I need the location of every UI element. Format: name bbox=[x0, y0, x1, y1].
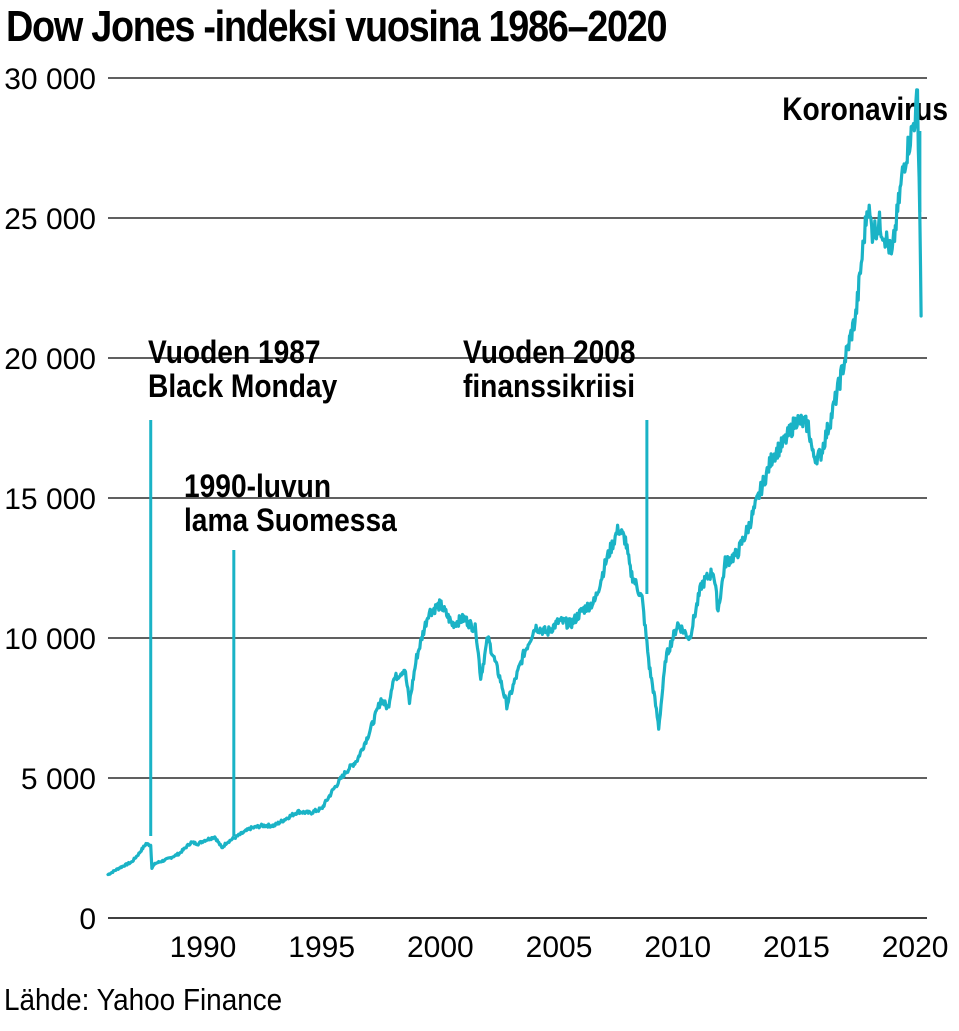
annotation-label: finanssikriisi bbox=[463, 369, 635, 404]
x-tick-label: 2020 bbox=[882, 931, 949, 964]
annotation: Koronavirus bbox=[782, 92, 948, 212]
y-tick-label: 15 000 bbox=[4, 483, 96, 516]
annotation-label: Koronavirus bbox=[782, 92, 948, 127]
annotation-label: Vuoden 2008 bbox=[463, 335, 636, 370]
x-tick-label: 2010 bbox=[644, 931, 711, 964]
x-tick-label: 2005 bbox=[526, 931, 593, 964]
x-axis: 1990 1995 2000 2005 2010 2015 2020 bbox=[170, 931, 949, 964]
annotation-label: Vuoden 1987 bbox=[148, 335, 321, 370]
x-tick-label: 2015 bbox=[763, 931, 830, 964]
annotation-label: Black Monday bbox=[148, 369, 337, 404]
y-axis: 0 5 000 10 000 15 000 20 000 25 000 30 000 bbox=[4, 63, 96, 936]
x-tick-label: 1990 bbox=[170, 931, 237, 964]
series-layer bbox=[106, 88, 923, 877]
y-tick-label: 0 bbox=[79, 903, 96, 936]
y-tick-label: 5 000 bbox=[21, 763, 96, 796]
y-tick-label: 25 000 bbox=[4, 203, 96, 236]
y-tick-label: 20 000 bbox=[4, 343, 96, 376]
x-tick-label: 2000 bbox=[407, 931, 474, 964]
source-note: Lähde: Yahoo Finance bbox=[4, 982, 283, 1017]
chart-title: Dow Jones -indeksi vuosina 1986–2020 bbox=[6, 2, 668, 51]
x-tick-label: 1995 bbox=[288, 931, 355, 964]
y-tick-label: 10 000 bbox=[4, 623, 96, 656]
annotation-label: lama Suomessa bbox=[184, 503, 397, 538]
annotation-label: 1990-luvun bbox=[184, 469, 331, 504]
grid-layer bbox=[108, 77, 927, 919]
y-tick-label: 30 000 bbox=[4, 63, 96, 96]
series-line bbox=[106, 88, 923, 877]
